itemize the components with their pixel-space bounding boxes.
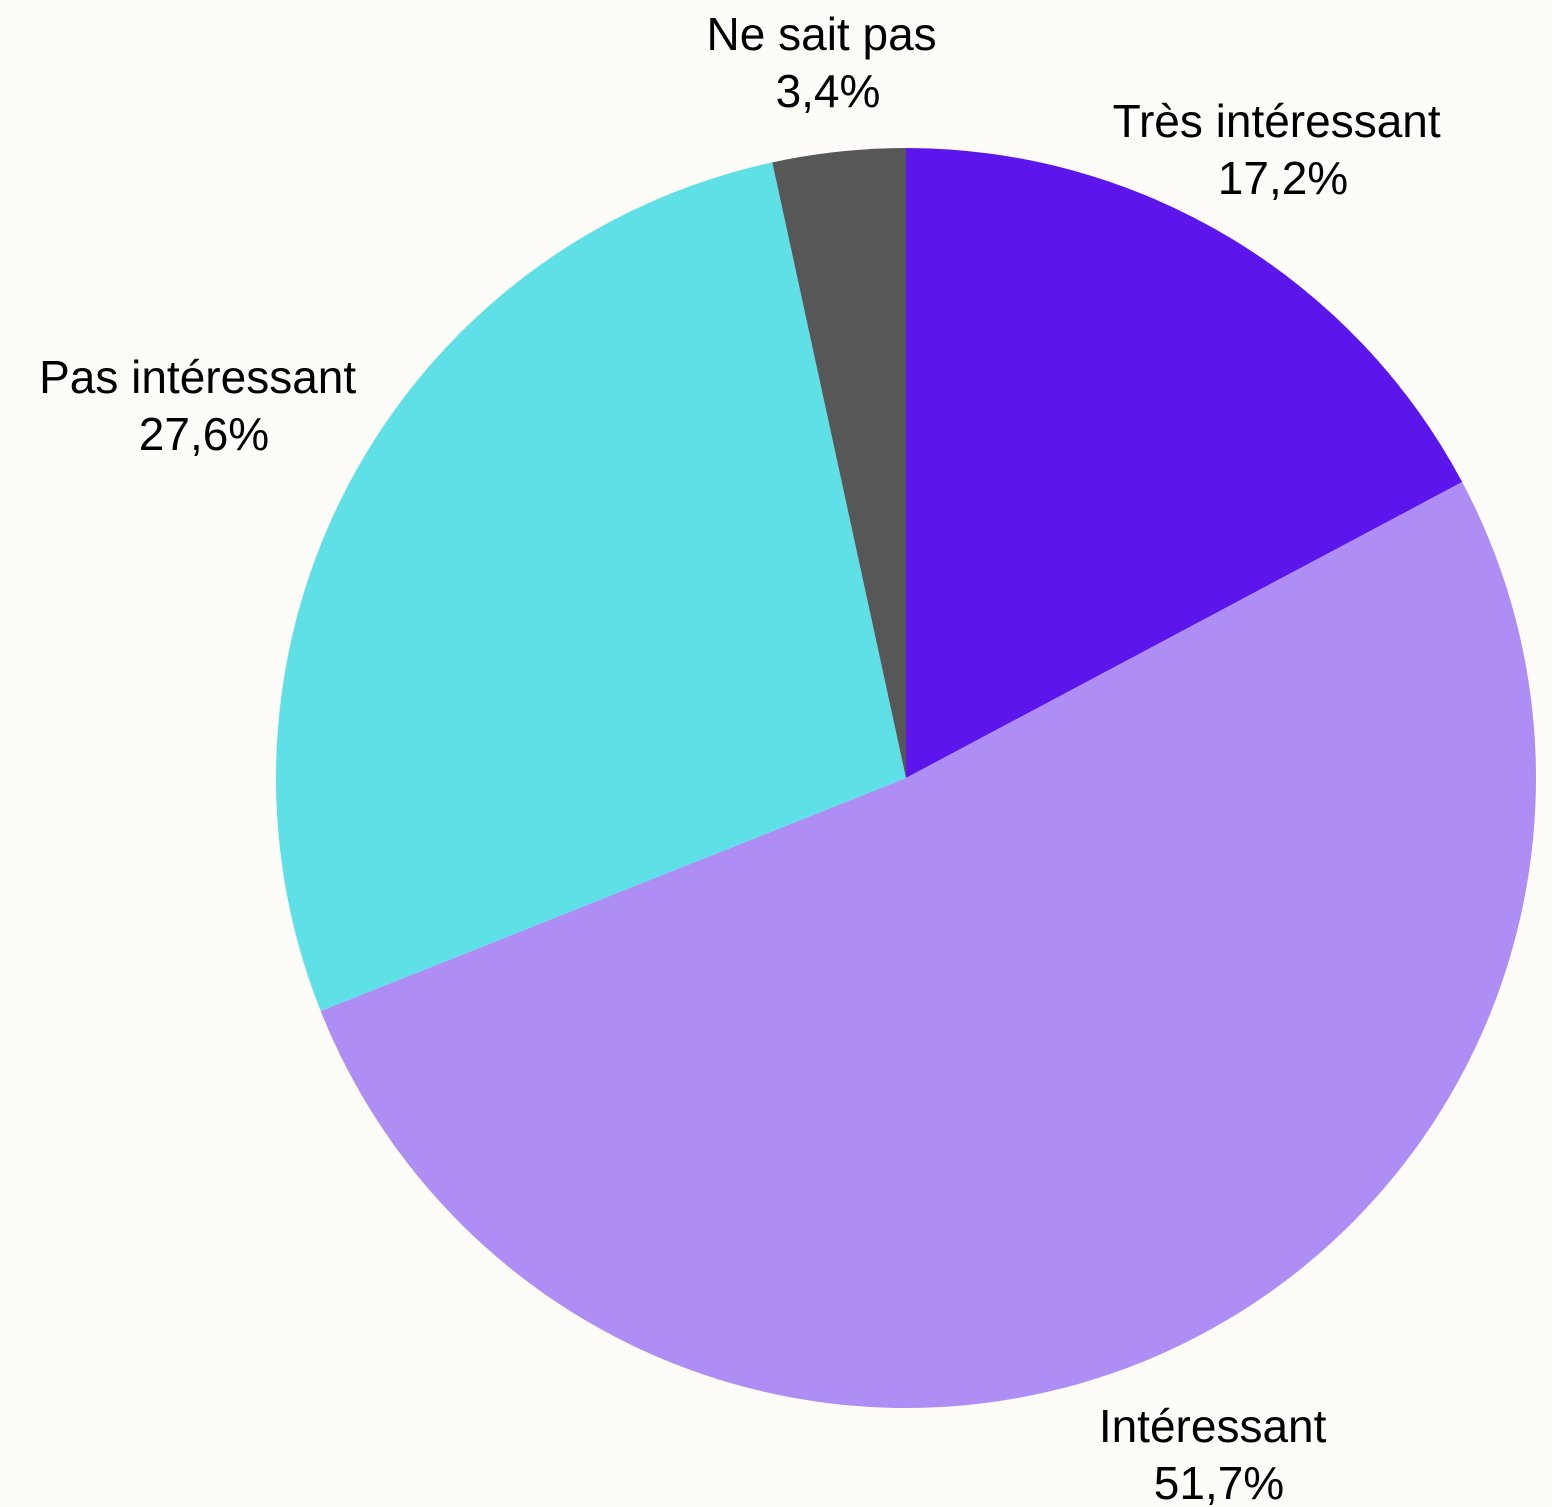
pie-slice-tres-interessant bbox=[906, 148, 1463, 778]
slice-label-tres-interessant: Très intéressant 17,2% bbox=[1113, 95, 1454, 204]
slice-label-pas-interessant: Pas intéressant 27,6% bbox=[39, 351, 369, 460]
slice-name-interessant: Intéressant bbox=[1099, 1400, 1327, 1452]
slice-name-ne-sait-pas: Ne sait pas bbox=[707, 8, 937, 60]
pie-slice-pas-interessant bbox=[276, 162, 907, 1012]
pie-slices bbox=[276, 148, 1536, 1408]
slice-value-pas-interessant: 27,6% bbox=[139, 408, 269, 460]
slice-value-interessant: 51,7% bbox=[1154, 1457, 1284, 1507]
pie-labels: Très intéressant 17,2% Intéressant 51,7%… bbox=[39, 8, 1454, 1507]
slice-name-tres-interessant: Très intéressant bbox=[1113, 95, 1441, 147]
slice-label-ne-sait-pas: Ne sait pas 3,4% bbox=[707, 8, 950, 117]
slice-label-interessant: Intéressant 51,7% bbox=[1099, 1400, 1339, 1507]
slice-value-ne-sait-pas: 3,4% bbox=[776, 65, 881, 117]
pie-slice-interessant bbox=[320, 482, 1536, 1408]
slice-name-pas-interessant: Pas intéressant bbox=[39, 351, 356, 403]
slice-value-tres-interessant: 17,2% bbox=[1218, 152, 1348, 204]
pie-slice-ne-sait-pas bbox=[772, 148, 906, 778]
